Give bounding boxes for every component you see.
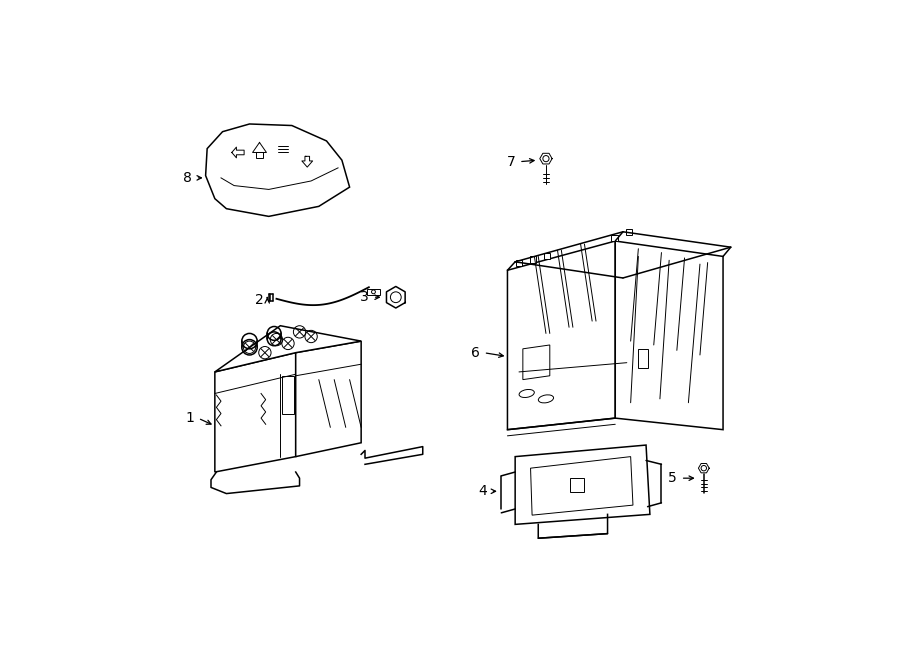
Polygon shape xyxy=(523,345,550,379)
Bar xyxy=(638,349,648,368)
Bar xyxy=(367,289,380,295)
Bar xyxy=(570,478,584,492)
Polygon shape xyxy=(215,353,296,472)
Text: 2: 2 xyxy=(255,293,264,307)
Text: 4: 4 xyxy=(478,485,487,498)
Bar xyxy=(256,153,264,158)
Polygon shape xyxy=(530,457,633,515)
Text: 7: 7 xyxy=(507,155,515,169)
Bar xyxy=(611,235,617,241)
Ellipse shape xyxy=(538,395,554,403)
Polygon shape xyxy=(508,241,616,430)
Text: 3: 3 xyxy=(360,290,369,304)
Ellipse shape xyxy=(519,389,535,397)
Polygon shape xyxy=(215,326,361,372)
Polygon shape xyxy=(515,445,650,524)
Text: 8: 8 xyxy=(183,171,192,185)
Polygon shape xyxy=(616,241,723,430)
Text: 1: 1 xyxy=(185,411,194,425)
Bar xyxy=(626,229,632,235)
Polygon shape xyxy=(205,124,349,216)
Bar xyxy=(516,260,522,266)
Bar xyxy=(530,256,536,262)
Text: 6: 6 xyxy=(471,346,480,360)
Bar xyxy=(282,375,294,414)
Bar xyxy=(544,253,550,258)
Polygon shape xyxy=(296,341,361,457)
Text: 5: 5 xyxy=(668,471,677,485)
